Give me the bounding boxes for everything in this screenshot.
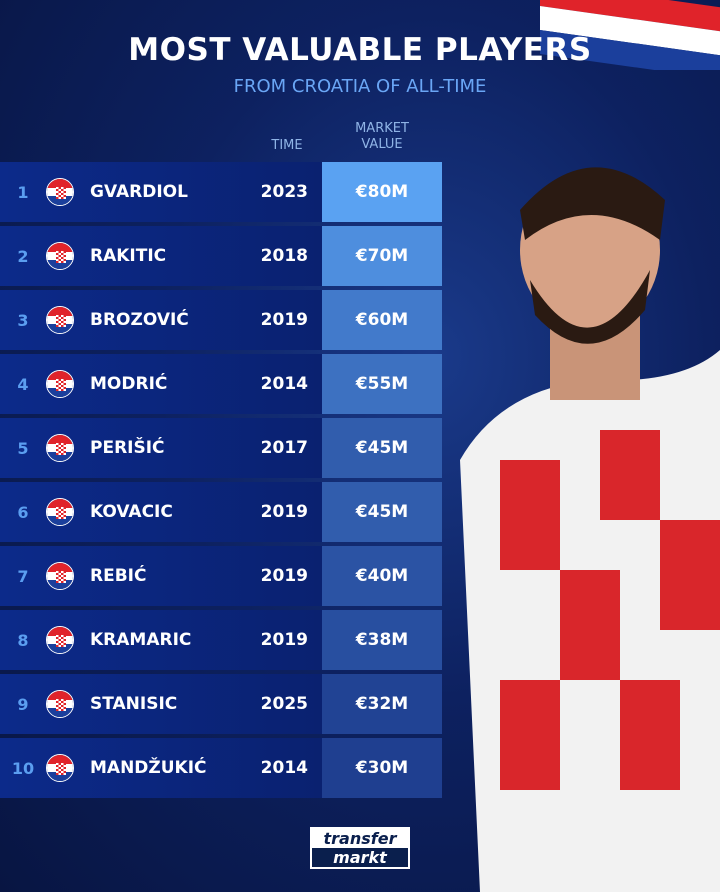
- rank: 4: [17, 374, 29, 394]
- table-row: 6 KOVACIC 2019 €45M: [0, 482, 442, 542]
- page-title: MOST VALUABLE PLAYERS: [128, 32, 592, 68]
- row-info: 10 MANDŽUKIĆ 2014: [0, 738, 322, 798]
- market-value: €55M: [322, 354, 442, 414]
- table-row: 7 REBIĆ 2019 €40M: [0, 546, 442, 606]
- header-market-line2: VALUE: [361, 137, 403, 152]
- year: 2025: [260, 694, 308, 714]
- player-name: MANDŽUKIĆ: [90, 758, 207, 778]
- croatia-flag-icon: [46, 306, 74, 334]
- market-value: €45M: [322, 482, 442, 542]
- market-value: €70M: [322, 226, 442, 286]
- year: 2019: [260, 502, 308, 522]
- row-info: 3 BROZOVIĆ 2019: [0, 290, 322, 350]
- player-name: KOVACIC: [90, 502, 173, 522]
- table-row: 5 PERIŠIĆ 2017 €45M: [0, 418, 442, 478]
- rank: 2: [17, 246, 29, 266]
- croatia-flag-icon: [46, 434, 74, 462]
- row-info: 6 KOVACIC 2019: [0, 482, 322, 542]
- table-row: 9 STANISIC 2025 €32M: [0, 674, 442, 734]
- year: 2017: [260, 438, 308, 458]
- rank: 8: [17, 630, 29, 650]
- rank: 10: [11, 758, 35, 778]
- row-info: 9 STANISIC 2025: [0, 674, 322, 734]
- table-row: 8 KRAMARIC 2019 €38M: [0, 610, 442, 670]
- logo-line2: markt: [312, 848, 408, 867]
- year: 2014: [260, 374, 308, 394]
- table-row: 1 GVARDIOL 2023 €80M: [0, 162, 442, 222]
- market-value: €40M: [322, 546, 442, 606]
- table-row: 3 BROZOVIĆ 2019 €60M: [0, 290, 442, 350]
- market-value: €30M: [322, 738, 442, 798]
- row-info: 5 PERIŠIĆ 2017: [0, 418, 322, 478]
- player-name: PERIŠIĆ: [90, 438, 165, 458]
- rank: 3: [17, 310, 29, 330]
- croatia-flag-icon: [46, 690, 74, 718]
- player-photo: [460, 167, 720, 892]
- market-value: €60M: [322, 290, 442, 350]
- year: 2018: [260, 246, 308, 266]
- row-info: 8 KRAMARIC 2019: [0, 610, 322, 670]
- row-info: 2 RAKITIC 2018: [0, 226, 322, 286]
- market-value: €45M: [322, 418, 442, 478]
- croatia-flag-icon: [46, 754, 74, 782]
- table-row: 2 RAKITIC 2018 €70M: [0, 226, 442, 286]
- rank: 5: [17, 438, 29, 458]
- market-value: €80M: [322, 162, 442, 222]
- player-name: KRAMARIC: [90, 630, 192, 650]
- page-subtitle: FROM CROATIA OF ALL-TIME: [233, 76, 487, 97]
- row-info: 4 MODRIĆ 2014: [0, 354, 322, 414]
- table-row: 4 MODRIĆ 2014 €55M: [0, 354, 442, 414]
- player-name: RAKITIC: [90, 246, 167, 266]
- market-value: €38M: [322, 610, 442, 670]
- croatia-flag-icon: [46, 626, 74, 654]
- transfermarkt-logo: transfer markt: [310, 827, 410, 869]
- market-value: €32M: [322, 674, 442, 734]
- croatia-flag-icon: [46, 178, 74, 206]
- row-info: 1 GVARDIOL 2023: [0, 162, 322, 222]
- year: 2019: [260, 310, 308, 330]
- croatia-flag-icon: [46, 242, 74, 270]
- rank: 7: [17, 566, 29, 586]
- year: 2023: [260, 182, 308, 202]
- player-name: GVARDIOL: [90, 182, 188, 202]
- table-row: 10 MANDŽUKIĆ 2014 €30M: [0, 738, 442, 798]
- player-name: BROZOVIĆ: [90, 310, 189, 330]
- player-name: STANISIC: [90, 694, 178, 714]
- rank: 9: [17, 694, 29, 714]
- header-market-value: MARKET VALUE: [322, 121, 442, 153]
- logo-line1: transfer: [323, 829, 397, 848]
- croatia-flag-icon: [46, 562, 74, 590]
- header-market-line1: MARKET: [355, 121, 409, 136]
- rank: 6: [17, 502, 29, 522]
- croatia-flag-icon: [46, 370, 74, 398]
- year: 2014: [260, 758, 308, 778]
- player-name: MODRIĆ: [90, 374, 168, 394]
- row-info: 7 REBIĆ 2019: [0, 546, 322, 606]
- year: 2019: [260, 630, 308, 650]
- player-name: REBIĆ: [90, 566, 147, 586]
- header-time: TIME: [271, 138, 303, 153]
- year: 2019: [260, 566, 308, 586]
- croatia-flag-icon: [46, 498, 74, 526]
- rank: 1: [17, 182, 29, 202]
